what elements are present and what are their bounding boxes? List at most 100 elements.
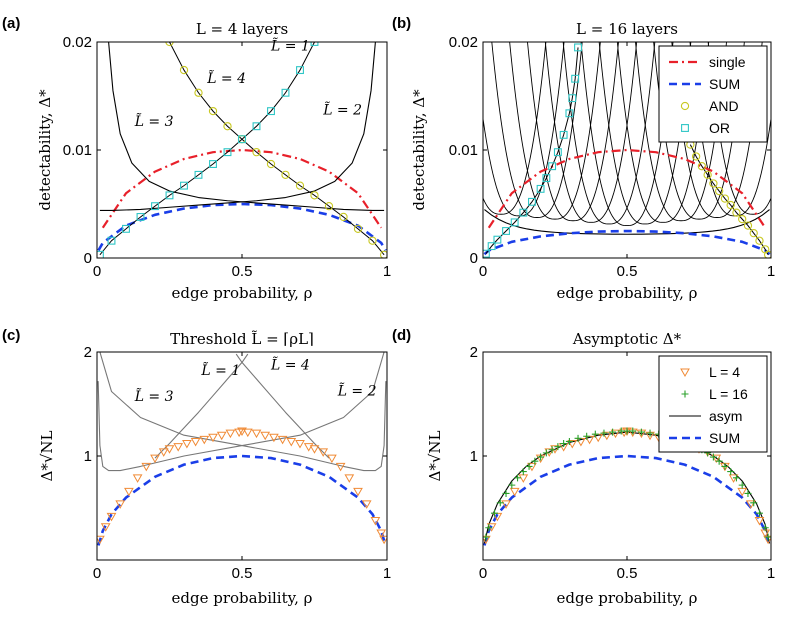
data-point — [560, 440, 568, 448]
data-point — [165, 191, 174, 200]
legend-label: AND — [709, 98, 739, 114]
legend-label: SUM — [709, 76, 740, 92]
data-point — [353, 224, 363, 233]
data-point — [629, 427, 637, 435]
x-tick-label: 0.5 — [617, 565, 638, 582]
data-point — [335, 462, 346, 472]
ticks: 0 0.5 1 1 2 — [84, 344, 392, 582]
annotations: L̃ = 1 L̃ = 4 L̃ = 3 L̃ = 2 — [134, 356, 377, 405]
chart-title: L = 4 layers — [196, 20, 288, 38]
panel-c: (c) Threshold L̃ = ⌈ρL⌉ 0 0.5 112 L̃ = 1 L̃… — [2, 327, 391, 607]
data-point — [242, 428, 253, 438]
data-point — [720, 194, 730, 203]
x-tick-label: 0 — [93, 263, 101, 280]
data-point — [296, 66, 304, 75]
y-tick-label: 1 — [470, 448, 478, 465]
data-point — [132, 474, 143, 483]
data-point — [727, 468, 735, 476]
data-point — [743, 221, 753, 230]
legend-box — [658, 355, 768, 453]
series-line — [97, 202, 387, 252]
data-point — [738, 481, 746, 489]
data-point — [502, 227, 510, 235]
data-point — [151, 202, 159, 211]
data-point — [525, 462, 533, 470]
data-point — [755, 236, 764, 245]
data-point — [510, 218, 519, 227]
data-point — [637, 428, 645, 436]
threshold-curve — [616, 42, 710, 223]
legend-label: SUM — [709, 430, 740, 446]
x-tick-label: 1 — [767, 263, 775, 280]
x-tick-label: 0.5 — [232, 565, 253, 582]
data-point — [324, 202, 334, 211]
series-guide-line — [99, 42, 315, 256]
data-point — [491, 509, 499, 517]
data-point — [216, 431, 227, 441]
series-line — [483, 229, 771, 256]
data-point — [209, 160, 217, 168]
data-point — [361, 500, 372, 509]
data-point — [327, 454, 337, 464]
legend: single SUM AND OR — [658, 45, 768, 143]
data-point — [591, 430, 599, 438]
data-point — [744, 489, 752, 497]
data-point — [208, 106, 218, 116]
data-point — [182, 440, 192, 449]
data-point — [277, 435, 288, 445]
panel-b: (b) L = 16 layers 0 0.5 1 0 0.01 0.02 single S… — [392, 15, 775, 302]
data-point — [565, 437, 573, 445]
data-point — [107, 236, 116, 245]
ticks: 0 0.5 1 0 0.01 0.02 — [449, 34, 775, 280]
data-point — [199, 435, 210, 445]
curve-annotation: L̃ = 3 — [134, 113, 174, 131]
data-point — [697, 162, 707, 171]
y-tick-label: 0.01 — [63, 142, 92, 159]
data-point — [115, 500, 126, 509]
x-axis-label: edge probability, ρ — [557, 589, 698, 607]
x-axis-label: edge probability, ρ — [172, 284, 313, 302]
data-point — [493, 235, 502, 244]
data-point — [496, 499, 504, 507]
data-point — [749, 229, 758, 238]
data-point — [761, 524, 769, 532]
panel-label: (d) — [392, 327, 411, 344]
data-point — [610, 429, 621, 439]
data-point — [252, 148, 261, 157]
legend-label: OR — [709, 120, 730, 136]
series-guide-line — [485, 47, 579, 254]
data-point — [190, 437, 201, 447]
data-point — [764, 533, 771, 541]
data-point — [281, 170, 290, 179]
data-point — [97, 535, 105, 545]
panel-label: (c) — [2, 327, 20, 344]
data-point — [295, 181, 305, 190]
data-point — [252, 122, 261, 131]
data-point — [179, 65, 189, 75]
y-axis-label: Δ*√NL — [426, 430, 444, 481]
data-point — [164, 445, 175, 454]
legend-marker — [681, 390, 689, 398]
y-tick-label: 0.01 — [449, 142, 478, 159]
series-line — [108, 42, 385, 212]
data-point — [542, 174, 551, 183]
data-point — [721, 462, 729, 470]
threshold-curve — [544, 42, 638, 223]
chart-title: Asymptotic Δ* — [572, 330, 682, 348]
data-point — [732, 474, 740, 482]
data-point — [559, 130, 568, 139]
series-layer — [483, 43, 771, 258]
data-point — [537, 453, 545, 461]
threshold-curve — [483, 42, 565, 217]
data-point — [726, 200, 735, 210]
data-point — [310, 42, 319, 46]
curve-annotation: L̃ = 2 — [337, 382, 377, 400]
data-point — [238, 135, 246, 144]
y-tick-label: 0 — [84, 250, 92, 267]
data-point — [715, 457, 723, 465]
threshold-curve — [635, 42, 727, 222]
data-point — [548, 446, 556, 454]
y-axis-label: Δ*√NL — [38, 430, 56, 481]
data-point — [339, 212, 348, 222]
chart-title: Threshold L̃ = ⌈ρL⌉ — [170, 330, 314, 348]
